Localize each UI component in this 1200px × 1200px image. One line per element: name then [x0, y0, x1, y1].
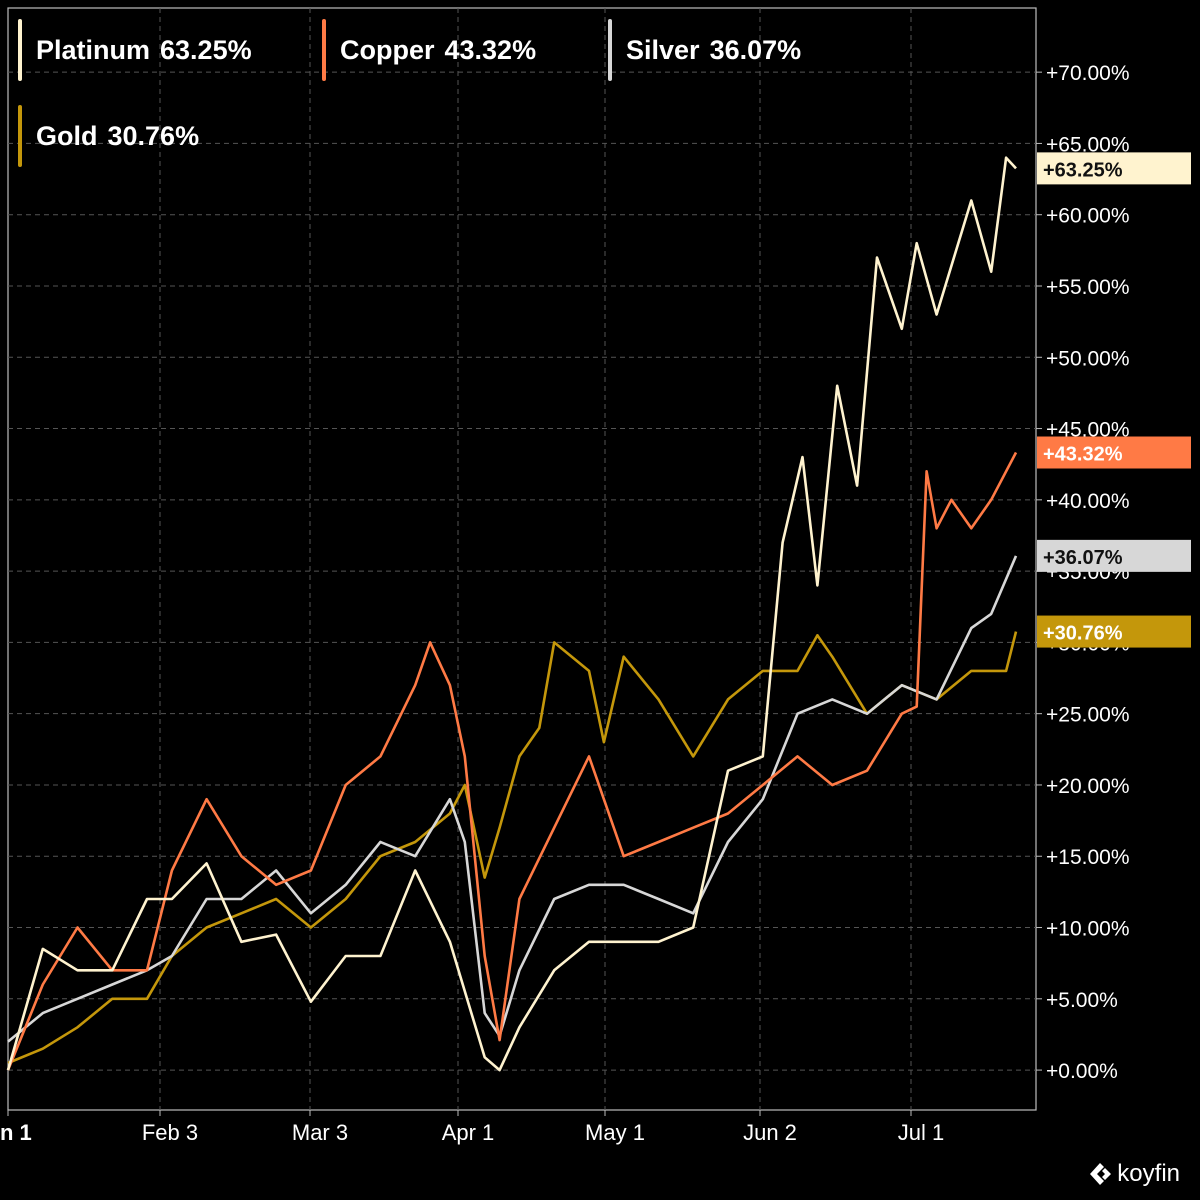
legend-swatch — [608, 19, 612, 81]
legend-item-copper[interactable]: Copper 43.32% — [322, 18, 536, 82]
y-tick-label: +70.00% — [1046, 62, 1130, 85]
y-tick-label: +0.00% — [1046, 1060, 1118, 1083]
end-value-badge-copper — [1037, 436, 1191, 469]
y-tick-label: +60.00% — [1046, 205, 1130, 228]
end-value-label-silver: +36.07% — [1043, 547, 1123, 569]
end-value-label-gold: +30.76% — [1043, 623, 1123, 645]
x-tick-label: Apr 1 — [442, 1120, 495, 1145]
end-value-badge-silver — [1037, 539, 1191, 572]
legend-swatch — [18, 105, 22, 167]
x-tick-label: Mar 3 — [292, 1120, 348, 1145]
legend-series-value: 30.76% — [107, 120, 200, 151]
y-tick-label: +45.00% — [1046, 419, 1130, 442]
plot-frame — [7, 7, 1037, 1111]
legend-swatch — [322, 19, 326, 81]
legend-series-value: 63.25% — [160, 34, 252, 65]
x-tick-label: n 1 — [0, 1120, 32, 1145]
series-line-copper — [6, 451, 1018, 1071]
legend-series-name: Silver — [626, 34, 700, 65]
legend-series-name: Platinum — [36, 34, 151, 65]
x-tick-label: Feb 3 — [142, 1120, 198, 1145]
legend-series-name: Copper — [340, 34, 435, 65]
koyfin-logo-icon — [1090, 1163, 1112, 1185]
legend-series-value: 36.07% — [709, 34, 802, 65]
end-value-label-platinum: +63.25% — [1043, 159, 1123, 181]
series-line-platinum — [6, 156, 1017, 1072]
end-value-badge-platinum — [1037, 152, 1191, 185]
koyfin-logo-text: koyfin — [1117, 1160, 1180, 1187]
y-tick-label: +50.00% — [1046, 347, 1130, 370]
x-tick-label: May 1 — [585, 1120, 645, 1145]
legend-item-platinum[interactable]: Platinum 63.25% — [18, 18, 252, 82]
y-tick-label: +5.00% — [1046, 989, 1118, 1012]
legend-series-name: Gold — [36, 120, 98, 151]
legend-item-gold[interactable]: Gold 30.76% — [18, 104, 199, 168]
y-tick-label: +10.00% — [1046, 918, 1130, 941]
y-tick-label: +55.00% — [1046, 276, 1130, 299]
y-tick-label: +20.00% — [1046, 775, 1130, 798]
legend-series-value: 43.32% — [444, 34, 537, 65]
series-line-silver — [7, 555, 1018, 1043]
end-value-label-copper: +43.32% — [1043, 444, 1123, 466]
x-tick-label: Jul 1 — [898, 1120, 944, 1145]
legend-item-silver[interactable]: Silver 36.07% — [608, 18, 801, 82]
y-tick-label: +25.00% — [1046, 704, 1130, 727]
end-value-badge-gold — [1037, 615, 1191, 648]
y-tick-label: +15.00% — [1046, 846, 1130, 869]
y-tick-label: +40.00% — [1046, 490, 1130, 513]
legend-swatch — [18, 19, 22, 81]
x-tick-label: Jun 2 — [743, 1120, 797, 1145]
series-line-gold — [7, 631, 1018, 1065]
koyfin-logo: koyfin — [1087, 1160, 1180, 1188]
y-tick-label: +65.00% — [1046, 133, 1130, 156]
